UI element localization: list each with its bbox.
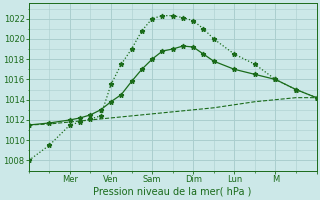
X-axis label: Pression niveau de la mer( hPa ): Pression niveau de la mer( hPa ): [93, 187, 252, 197]
